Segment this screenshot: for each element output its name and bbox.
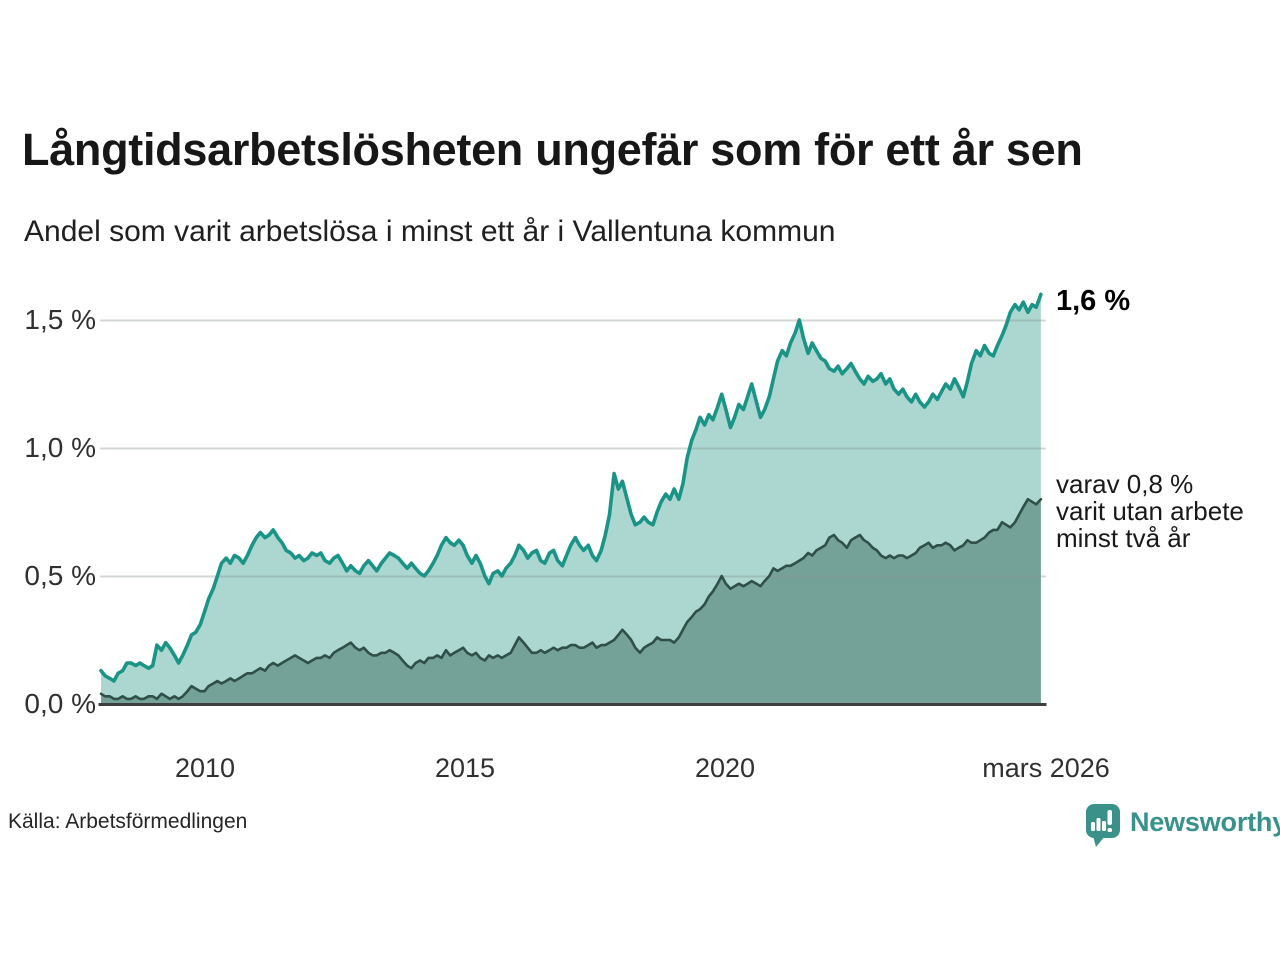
newsworthy-logo-text: Newsworthy xyxy=(1130,807,1280,837)
gridlines xyxy=(100,319,1046,578)
area-fills xyxy=(101,294,1041,704)
y-tick-1-5: 1,5 % xyxy=(24,304,96,335)
x-tick-2015: 2015 xyxy=(434,753,496,783)
x-tick-mars-2026: mars 2026 xyxy=(982,753,1110,783)
y-tick-0-0: 0,0 % xyxy=(24,688,96,719)
newsworthy-logo-icon xyxy=(1086,804,1120,847)
x-tick-2010: 2010 xyxy=(174,753,236,783)
series-1-line xyxy=(99,497,1043,701)
chart-subtitle: Andel som varit arbetslösa i minst ett å… xyxy=(24,215,836,248)
chart-title: Långtidsarbetslösheten ungefär som för e… xyxy=(22,124,1083,175)
secondary-value-label: varav 0,8 % varit utan arbete minst två … xyxy=(1056,471,1244,552)
x-tick-2020: 2020 xyxy=(694,753,756,783)
secondary-value-line1: varav 0,8 % xyxy=(1056,469,1194,499)
secondary-value-line3: minst två år xyxy=(1056,523,1191,553)
y-tick-0-5: 0,5 % xyxy=(24,560,96,591)
latest-value-label: 1,6 % xyxy=(1056,285,1131,317)
newsworthy-logo: Newsworthy xyxy=(1085,803,1280,849)
source-caption: Källa: Arbetsförmedlingen xyxy=(8,810,248,833)
series-0-line xyxy=(99,292,1043,683)
series-lines xyxy=(99,292,1043,701)
secondary-value-line2: varit utan arbete xyxy=(1056,496,1244,526)
y-tick-1-0: 1,0 % xyxy=(24,432,96,463)
